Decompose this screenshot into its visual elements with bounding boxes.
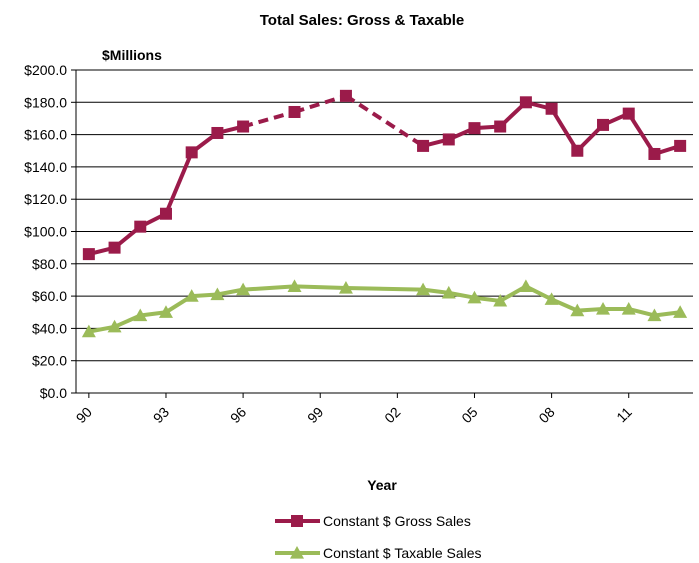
series-segment xyxy=(627,112,657,156)
data-point xyxy=(339,89,352,102)
x-tick-labels: 90 93 96 99 02 05 08 11 xyxy=(73,393,635,426)
series-segment xyxy=(577,307,604,313)
data-point xyxy=(570,303,585,317)
data-point xyxy=(518,279,533,293)
data-point xyxy=(416,282,431,296)
y-tick-labels: $0.0 $20.0 $40.0 $60.0 $80.0 $100.0 $120.0 $140… xyxy=(24,62,67,401)
legend-marker xyxy=(290,546,304,559)
x-axis-label: Year xyxy=(367,477,397,493)
data-point xyxy=(467,290,482,304)
y-tick-label: $120.0 xyxy=(24,191,67,207)
series-segment xyxy=(654,310,681,318)
x-tick-label: 96 xyxy=(227,404,249,426)
data-point xyxy=(544,292,559,305)
data-point xyxy=(185,146,198,159)
data-point xyxy=(211,126,224,139)
x-tick-label: 93 xyxy=(150,404,172,426)
data-point xyxy=(210,287,225,301)
data-point xyxy=(184,289,199,302)
y-tick-label: $0.0 xyxy=(40,385,67,401)
y-unit-label: $Millions xyxy=(102,47,162,63)
y-tick-label: $160.0 xyxy=(24,127,67,143)
y-tick-label: $40.0 xyxy=(32,320,67,336)
data-point xyxy=(287,279,302,293)
axes xyxy=(75,70,693,394)
data-point xyxy=(468,122,481,135)
data-point xyxy=(81,324,96,338)
data-point xyxy=(107,319,122,333)
data-point xyxy=(82,248,95,261)
data-point xyxy=(673,305,688,318)
data-point xyxy=(133,308,148,322)
data-point xyxy=(441,285,456,299)
legend-item: Constant $ Taxable Sales xyxy=(275,545,482,561)
series-segment xyxy=(242,110,296,129)
series-segment xyxy=(164,151,194,215)
series-segment xyxy=(140,310,167,318)
data-point xyxy=(442,133,455,146)
data-point xyxy=(674,139,687,152)
series-segment xyxy=(242,284,295,292)
data-point xyxy=(158,305,173,318)
data-point xyxy=(108,241,121,254)
y-tick-label: $100.0 xyxy=(24,224,67,240)
data-point xyxy=(159,207,172,220)
y-tick-label: $80.0 xyxy=(32,256,67,272)
x-tick-label: 05 xyxy=(458,404,480,426)
y-tick-label: $20.0 xyxy=(32,353,67,369)
series-segment xyxy=(422,287,450,295)
x-tick-label: 11 xyxy=(613,404,635,426)
series-segment xyxy=(191,292,218,299)
y-tick-label: $180.0 xyxy=(24,94,67,110)
data-point xyxy=(545,102,558,115)
data-point xyxy=(237,120,250,133)
legend: Constant $ Gross Sales Constant $ Taxable… xyxy=(275,513,482,561)
data-point xyxy=(338,281,353,294)
data-point xyxy=(621,302,636,315)
data-point xyxy=(494,120,507,133)
series-segment xyxy=(345,286,424,292)
data-point xyxy=(493,293,508,307)
x-tick-label: 99 xyxy=(304,404,326,426)
series-segment xyxy=(344,94,425,148)
legend-marker xyxy=(291,515,303,527)
series-segment xyxy=(474,295,501,303)
data-point xyxy=(288,105,301,118)
data-point xyxy=(417,139,430,152)
data-point xyxy=(519,96,532,109)
series-segment xyxy=(549,107,580,152)
data-point xyxy=(596,302,611,315)
x-tick-label: 90 xyxy=(73,404,95,426)
data-point xyxy=(134,220,147,233)
data-point xyxy=(648,147,661,160)
series-taxable-sales xyxy=(81,279,688,338)
x-tick-label: 02 xyxy=(381,404,403,426)
y-tick-label: $140.0 xyxy=(24,159,67,175)
legend-item: Constant $ Gross Sales xyxy=(275,513,471,529)
series-layer xyxy=(81,89,688,338)
grid xyxy=(71,69,693,394)
legend-label: Constant $ Taxable Sales xyxy=(323,545,482,561)
data-point xyxy=(571,144,584,157)
legend-label: Constant $ Gross Sales xyxy=(323,513,471,529)
data-point xyxy=(622,107,635,120)
data-point xyxy=(236,282,251,296)
series-segment xyxy=(294,284,347,291)
y-tick-label: $60.0 xyxy=(32,288,67,304)
y-tick-label: $200.0 xyxy=(24,62,67,78)
data-point xyxy=(647,308,662,322)
series-gross-sales xyxy=(82,89,687,261)
data-point xyxy=(597,118,610,131)
chart-title: Total Sales: Gross & Taxable xyxy=(260,12,465,29)
series-segment xyxy=(293,93,347,114)
x-tick-label: 08 xyxy=(535,404,557,426)
